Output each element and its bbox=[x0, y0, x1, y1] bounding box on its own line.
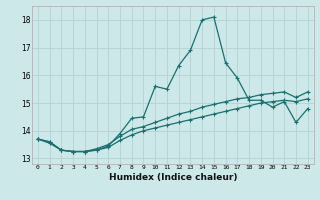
X-axis label: Humidex (Indice chaleur): Humidex (Indice chaleur) bbox=[108, 173, 237, 182]
